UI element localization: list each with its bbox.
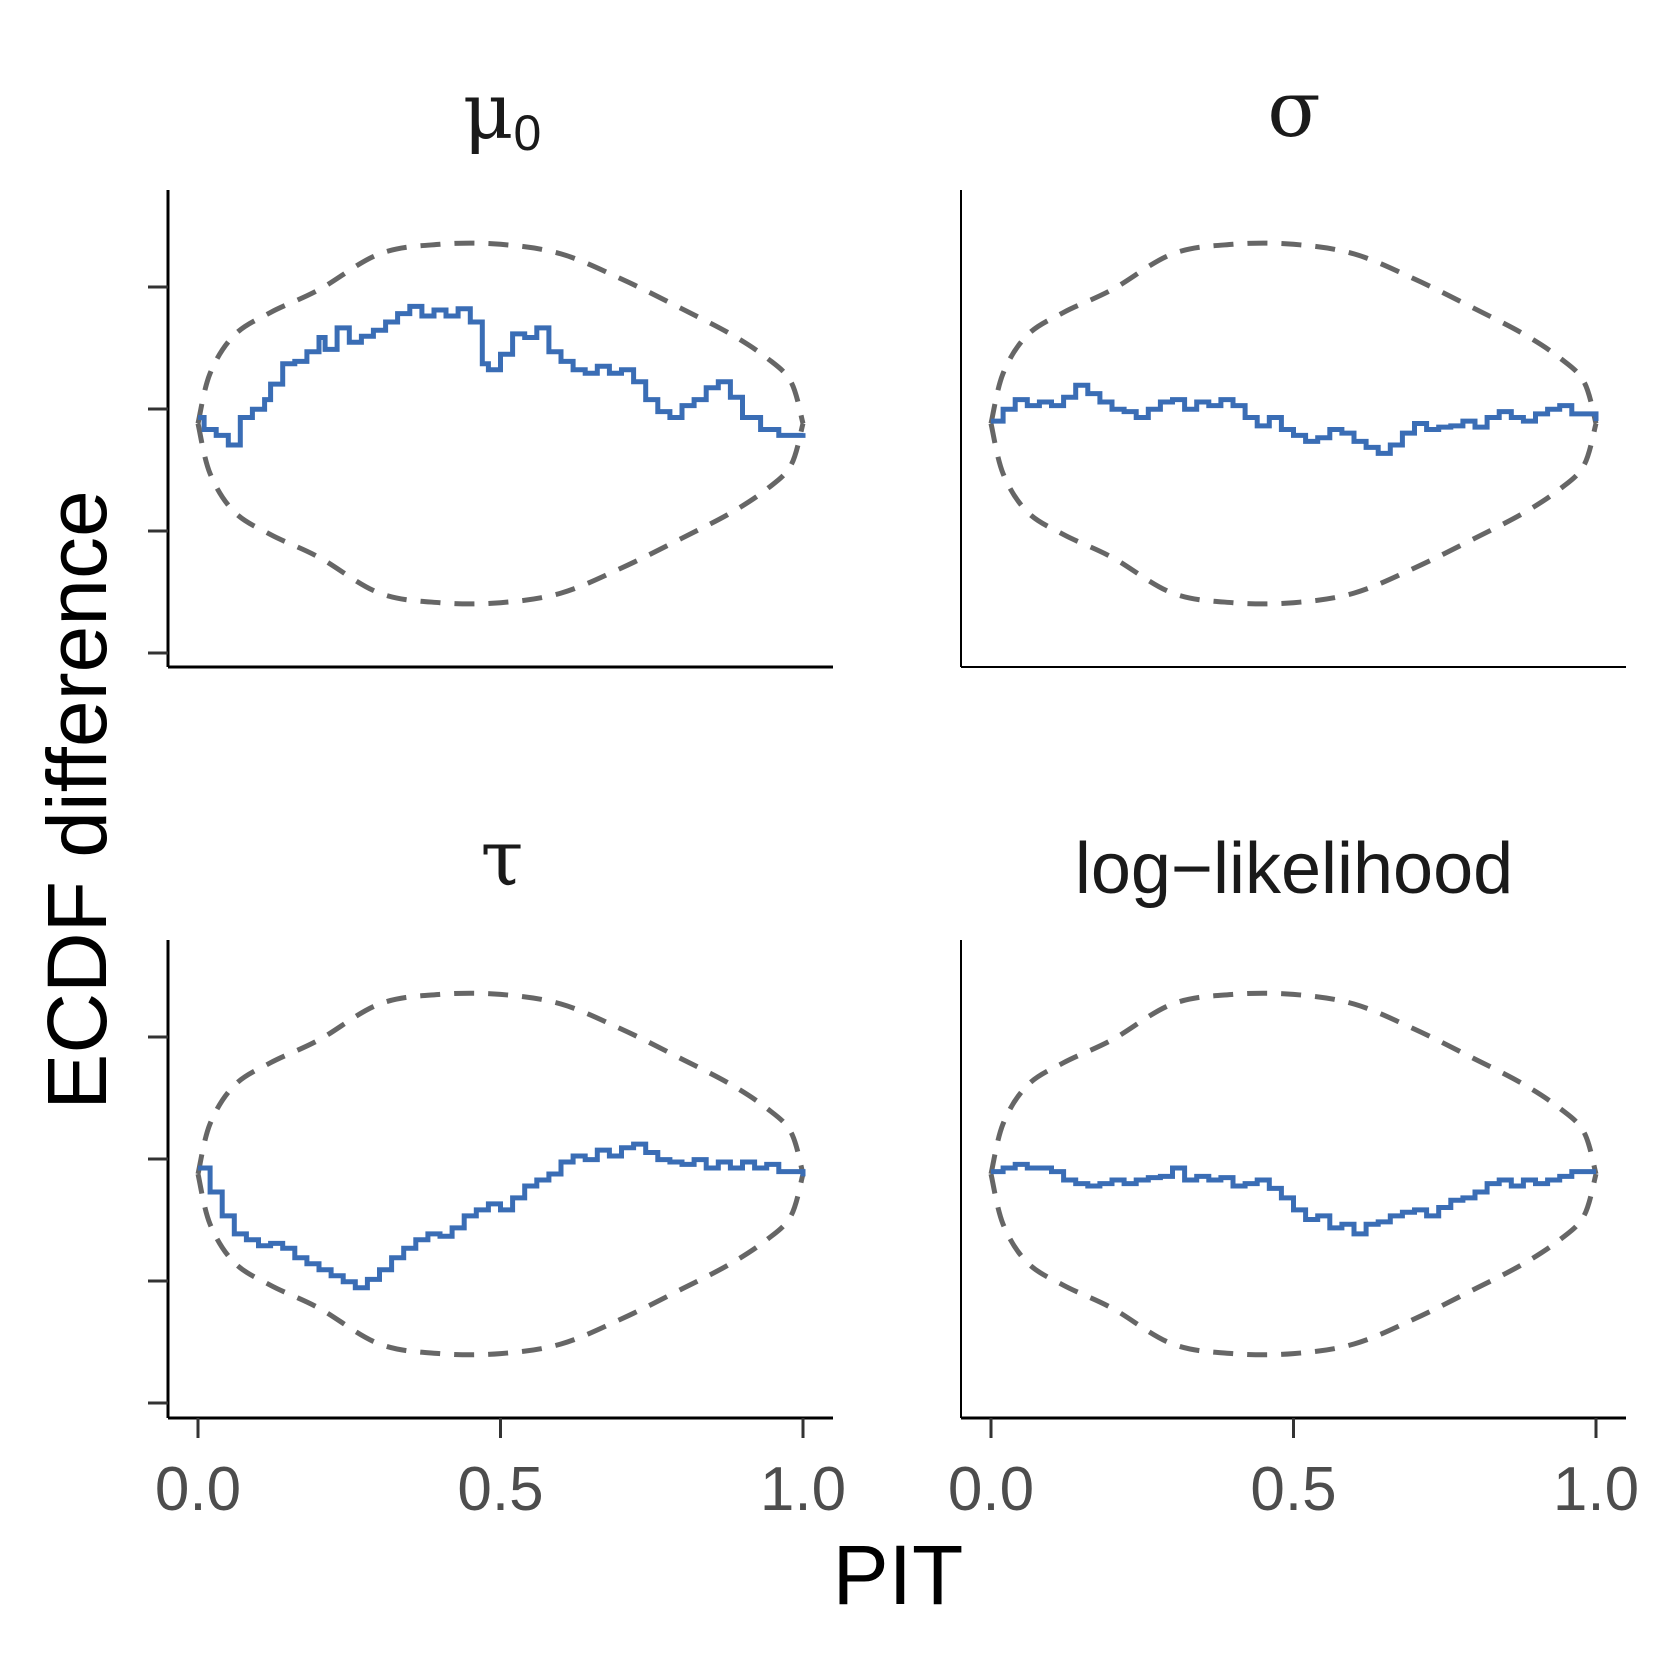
x-tick-label-1: 0.5 (1250, 1455, 1336, 1524)
y-ticks (148, 285, 168, 655)
y-ticks (148, 1035, 168, 1405)
x-tick-label-0: 0.0 (948, 1455, 1034, 1524)
x-tick-label-2: 1.0 (760, 1455, 846, 1524)
panel-title-sigma: σ (1267, 65, 1320, 155)
envelope-lower-line (988, 422, 1599, 607)
panel-title-tau: τ (480, 814, 523, 904)
y-axis-label: ECDF difference (30, 490, 124, 1109)
ecdf-difference-line (991, 382, 1599, 456)
panel-log-likelihood: log−likelihood 0.0 0.5 1.0 (948, 829, 1639, 1524)
panel-title-log-likelihood: log−likelihood (1075, 829, 1513, 909)
ecdf-difference-line (198, 1141, 806, 1291)
panel-sigma: σ (960, 65, 1626, 668)
panel-title-mu0-sub: 0 (513, 105, 541, 161)
envelope-upper-line (195, 990, 806, 1175)
envelope-upper-line (988, 240, 1599, 425)
envelope-lower-line (195, 1173, 806, 1358)
x-axis-label: PIT (833, 1528, 964, 1622)
panel-title-mu0-main: μ (463, 67, 514, 157)
panel-tau: τ 0.0 0.5 1.0 (148, 814, 846, 1524)
x-tick-label-1: 0.5 (457, 1455, 543, 1524)
panel-title-mu0: μ0 (463, 67, 542, 161)
envelope-upper-line (988, 990, 1599, 1175)
x-ticks: 0.0 0.5 1.0 (155, 1418, 846, 1524)
envelope-lower-line (195, 422, 806, 607)
x-tick-label-0: 0.0 (155, 1455, 241, 1524)
panel-mu0: μ0 (148, 67, 833, 669)
ecdf-difference-line (991, 1161, 1596, 1237)
envelope-lower-line (988, 1173, 1599, 1358)
x-tick-label-2: 1.0 (1553, 1455, 1639, 1524)
envelope-upper-line (195, 240, 806, 425)
x-ticks: 0.0 0.5 1.0 (948, 1418, 1639, 1524)
ecdf-difference-line (198, 303, 806, 448)
